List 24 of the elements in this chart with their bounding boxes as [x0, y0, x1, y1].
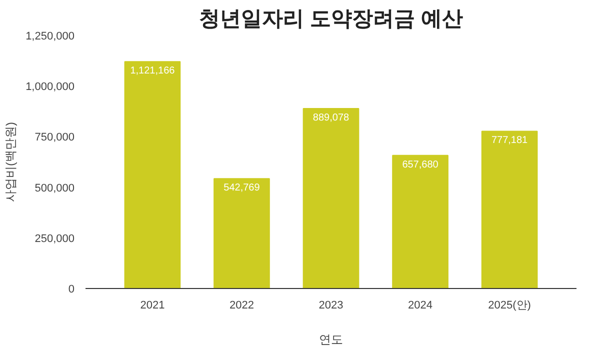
data-label: 1,121,166 — [130, 66, 176, 77]
y-tick-label: 500,000 — [34, 182, 75, 194]
x-axis-title: 연도 — [319, 332, 343, 346]
bar — [214, 178, 270, 288]
x-tick-label: 2024 — [408, 300, 433, 312]
x-tick-label: 2025(안) — [488, 300, 531, 312]
y-tick-label: 750,000 — [34, 132, 75, 144]
data-label: 657,680 — [402, 159, 439, 170]
bar — [481, 130, 538, 288]
y-tick-label: 1,250,000 — [26, 30, 74, 42]
chart-title: 청년일자리 도약장려금 예산 — [199, 8, 463, 30]
y-tick-label: 250,000 — [34, 232, 75, 245]
x-tick-label: 2022 — [229, 300, 254, 312]
bar — [392, 154, 448, 288]
y-axis-title: 사업비(백만원) — [4, 122, 18, 202]
bar — [124, 61, 181, 288]
x-tick-label: 2023 — [318, 300, 344, 312]
x-tick-label: 2021 — [140, 300, 165, 312]
data-label: 542,769 — [224, 182, 260, 194]
y-tick-label: 1,000,000 — [26, 81, 74, 94]
data-label: 777,181 — [491, 135, 528, 146]
data-label: 889,078 — [312, 112, 350, 124]
y-tick-label: 0 — [68, 284, 75, 296]
bar — [302, 108, 360, 288]
